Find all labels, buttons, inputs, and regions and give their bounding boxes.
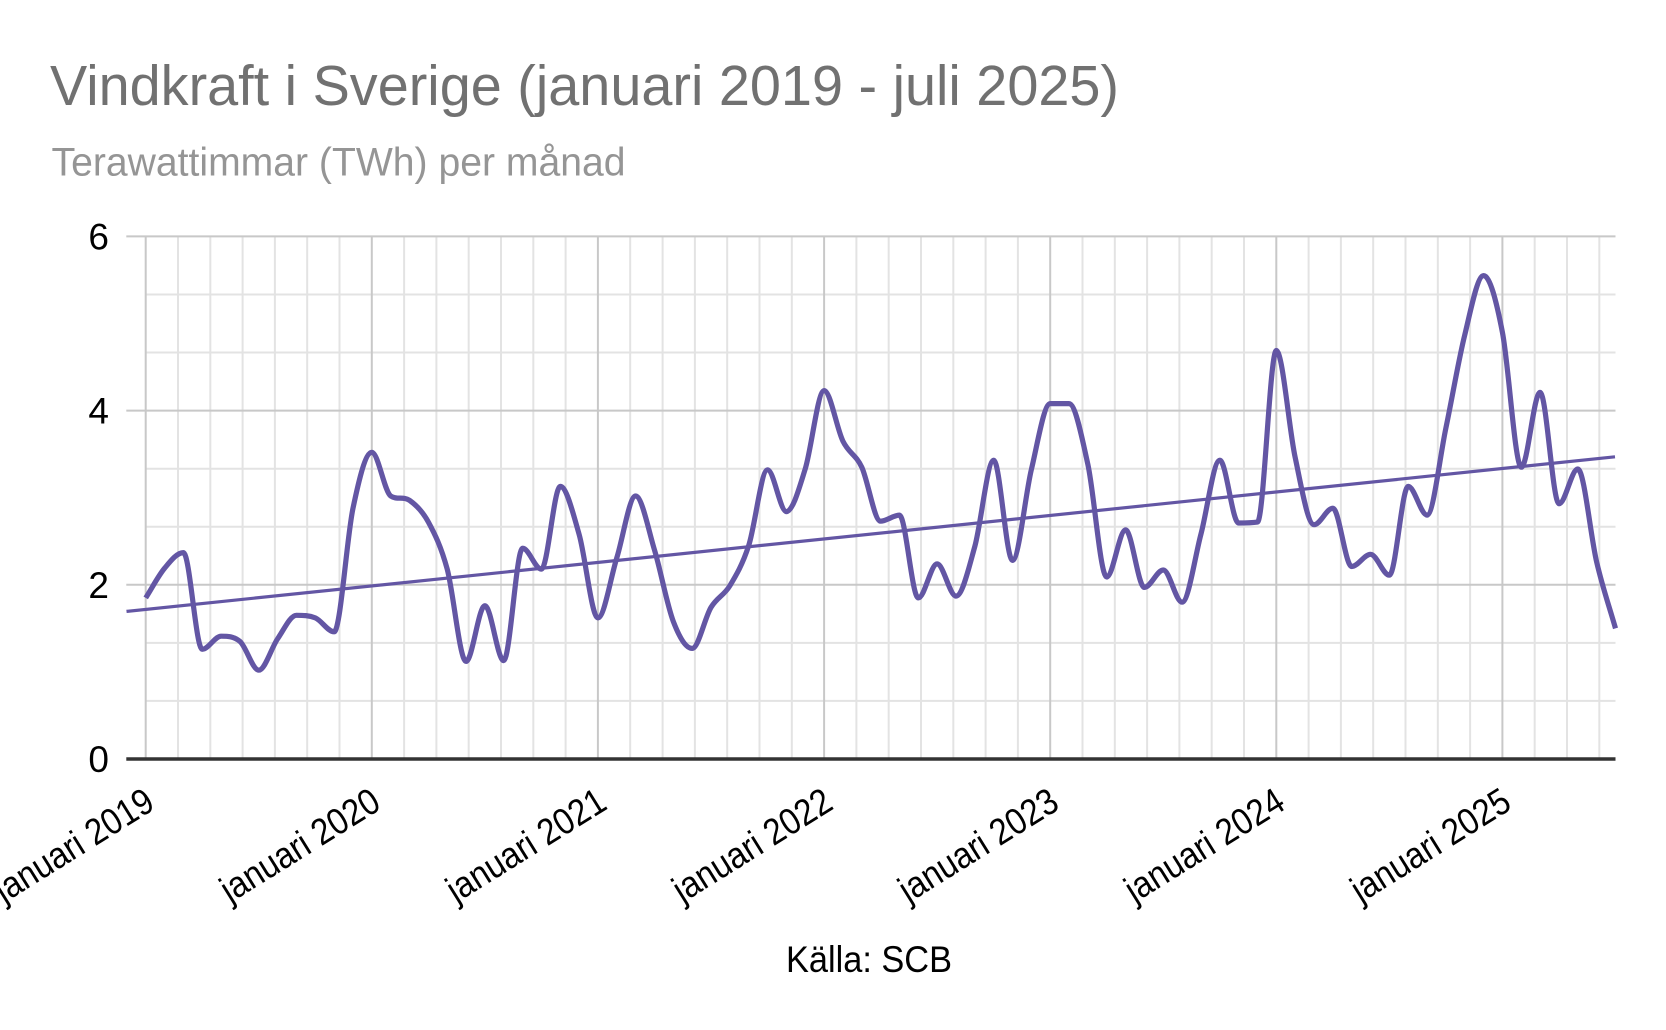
svg-text:Vindkraft i Sverige (januari 2: Vindkraft i Sverige (januari 2019 - juli… xyxy=(50,54,1119,118)
svg-text:Terawattimmar (TWh) per månad: Terawattimmar (TWh) per månad xyxy=(52,141,626,185)
svg-text:0: 0 xyxy=(88,739,109,780)
svg-text:2: 2 xyxy=(88,565,109,606)
svg-text:4: 4 xyxy=(88,391,109,432)
svg-text:Källa: SCB: Källa: SCB xyxy=(786,939,952,980)
svg-text:6: 6 xyxy=(88,216,109,257)
